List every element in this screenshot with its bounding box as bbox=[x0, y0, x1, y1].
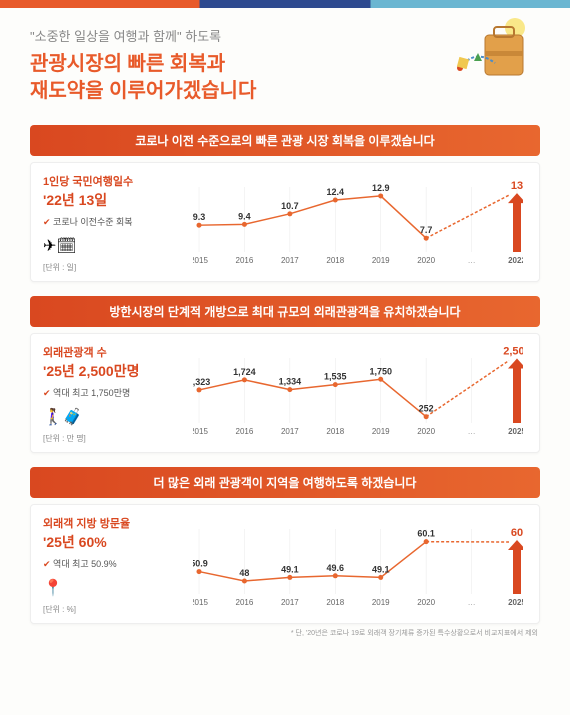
svg-text:1,724: 1,724 bbox=[233, 367, 256, 377]
svg-text:2019: 2019 bbox=[372, 256, 390, 265]
svg-text:2015: 2015 bbox=[193, 256, 208, 265]
svg-text:1,334: 1,334 bbox=[279, 377, 302, 387]
svg-text:2019: 2019 bbox=[372, 427, 390, 436]
footnote: * 단, '20년은 코로나 19로 외래객 장기체류 증가된 특수상황으로서 … bbox=[30, 628, 540, 638]
svg-text:2020: 2020 bbox=[417, 598, 435, 607]
svg-text:2016: 2016 bbox=[236, 598, 254, 607]
section-banner: 더 많은 외래 관광객이 지역을 여행하도록 하겠습니다 bbox=[30, 467, 540, 498]
svg-text:252: 252 bbox=[419, 404, 434, 414]
svg-text:2017: 2017 bbox=[281, 598, 299, 607]
section-banner: 방한시장의 단계적 개방으로 최대 규모의 외래관광객을 유치하겠습니다 bbox=[30, 296, 540, 327]
svg-text:60: 60 bbox=[511, 527, 523, 539]
stat-check: 역대 최고 1,750만명 bbox=[43, 386, 183, 399]
stat-block: 외래객 지방 방문율 '25년 60% 역대 최고 50.9% 📍 [단위 : … bbox=[43, 515, 183, 615]
svg-text:2020: 2020 bbox=[417, 427, 435, 436]
svg-text:…: … bbox=[468, 427, 476, 436]
stat-block: 1인당 국민여행일수 '22년 13일 코로나 이전수준 회복 ✈🗓 [단위 :… bbox=[43, 173, 183, 273]
line-chart: 1,323 1,724 1,334 1,535 1,750 252 2,500 2015 201… bbox=[193, 344, 527, 444]
stat-icon: ✈🗓 bbox=[43, 236, 183, 256]
svg-text:2015: 2015 bbox=[193, 598, 208, 607]
stat-check: 역대 최고 50.9% bbox=[43, 557, 183, 570]
svg-text:2015: 2015 bbox=[193, 427, 208, 436]
stat-icon: 📍 bbox=[43, 578, 183, 598]
svg-text:60.1: 60.1 bbox=[417, 529, 435, 539]
svg-text:2018: 2018 bbox=[326, 427, 344, 436]
svg-text:2017: 2017 bbox=[281, 427, 299, 436]
svg-text:10.7: 10.7 bbox=[281, 201, 299, 211]
svg-text:1,535: 1,535 bbox=[324, 372, 347, 382]
stat-main: '22년 13일 bbox=[43, 190, 183, 210]
stat-check: 코로나 이전수준 회복 bbox=[43, 215, 183, 228]
unit-label: [단위 : 만 명] bbox=[43, 433, 183, 444]
stat-label: 외래관광객 수 bbox=[43, 344, 183, 360]
svg-text:1,750: 1,750 bbox=[369, 366, 392, 376]
svg-text:12.4: 12.4 bbox=[327, 187, 345, 197]
svg-text:2022: 2022 bbox=[508, 256, 523, 265]
svg-text:9.3: 9.3 bbox=[193, 212, 205, 222]
section-card: 외래객 지방 방문율 '25년 60% 역대 최고 50.9% 📍 [단위 : … bbox=[30, 504, 540, 624]
svg-text:1,323: 1,323 bbox=[193, 377, 210, 387]
svg-text:2018: 2018 bbox=[326, 598, 344, 607]
stat-main: '25년 2,500만명 bbox=[43, 361, 183, 381]
svg-text:2017: 2017 bbox=[281, 256, 299, 265]
svg-text:2016: 2016 bbox=[236, 256, 254, 265]
unit-label: [단위 : 일] bbox=[43, 262, 183, 273]
svg-text:7.7: 7.7 bbox=[420, 225, 433, 235]
svg-text:2019: 2019 bbox=[372, 598, 390, 607]
svg-text:2,500: 2,500 bbox=[503, 346, 523, 358]
stat-icon: 🚶‍♀️🧳 bbox=[43, 407, 183, 427]
stat-label: 외래객 지방 방문율 bbox=[43, 515, 183, 531]
section-2: 더 많은 외래 관광객이 지역을 여행하도록 하겠습니다 외래객 지방 방문율 … bbox=[30, 467, 540, 638]
svg-text:50.9: 50.9 bbox=[193, 559, 208, 569]
svg-text:2025: 2025 bbox=[508, 427, 523, 436]
top-stripe bbox=[0, 0, 570, 8]
svg-text:49.1: 49.1 bbox=[372, 564, 390, 574]
svg-text:48: 48 bbox=[239, 568, 249, 578]
line-chart: 9.3 9.4 10.7 12.4 12.9 7.7 13 2015 2016 2017 2018 2… bbox=[193, 173, 527, 273]
svg-text:2020: 2020 bbox=[417, 256, 435, 265]
section-card: 외래관광객 수 '25년 2,500만명 역대 최고 1,750만명 🚶‍♀️🧳… bbox=[30, 333, 540, 453]
svg-text:13: 13 bbox=[511, 180, 523, 192]
header: "소중한 일상을 여행과 함께" 하도록 관광시장의 빠른 회복과 재도약을 이… bbox=[0, 8, 570, 117]
luggage-icon bbox=[430, 13, 540, 93]
section-0: 코로나 이전 수준으로의 빠른 관광 시장 회복을 이루겠습니다 1인당 국민여… bbox=[30, 125, 540, 282]
stat-label: 1인당 국민여행일수 bbox=[43, 173, 183, 189]
section-card: 1인당 국민여행일수 '22년 13일 코로나 이전수준 회복 ✈🗓 [단위 :… bbox=[30, 162, 540, 282]
svg-text:2018: 2018 bbox=[326, 256, 344, 265]
svg-text:2025: 2025 bbox=[508, 598, 523, 607]
svg-text:12.9: 12.9 bbox=[372, 183, 390, 193]
svg-text:49.1: 49.1 bbox=[281, 564, 299, 574]
svg-text:9.4: 9.4 bbox=[238, 211, 251, 221]
stat-block: 외래관광객 수 '25년 2,500만명 역대 최고 1,750만명 🚶‍♀️🧳… bbox=[43, 344, 183, 444]
line-chart: 50.9 48 49.1 49.6 49.1 60.1 60 2015 2016 2017 2018… bbox=[193, 515, 527, 615]
section-banner: 코로나 이전 수준으로의 빠른 관광 시장 회복을 이루겠습니다 bbox=[30, 125, 540, 156]
svg-text:2016: 2016 bbox=[236, 427, 254, 436]
unit-label: [단위 : %] bbox=[43, 604, 183, 615]
section-1: 방한시장의 단계적 개방으로 최대 규모의 외래관광객을 유치하겠습니다 외래관… bbox=[30, 296, 540, 453]
svg-text:…: … bbox=[468, 256, 476, 265]
svg-text:…: … bbox=[468, 598, 476, 607]
svg-text:49.6: 49.6 bbox=[327, 563, 345, 573]
stat-main: '25년 60% bbox=[43, 532, 183, 552]
